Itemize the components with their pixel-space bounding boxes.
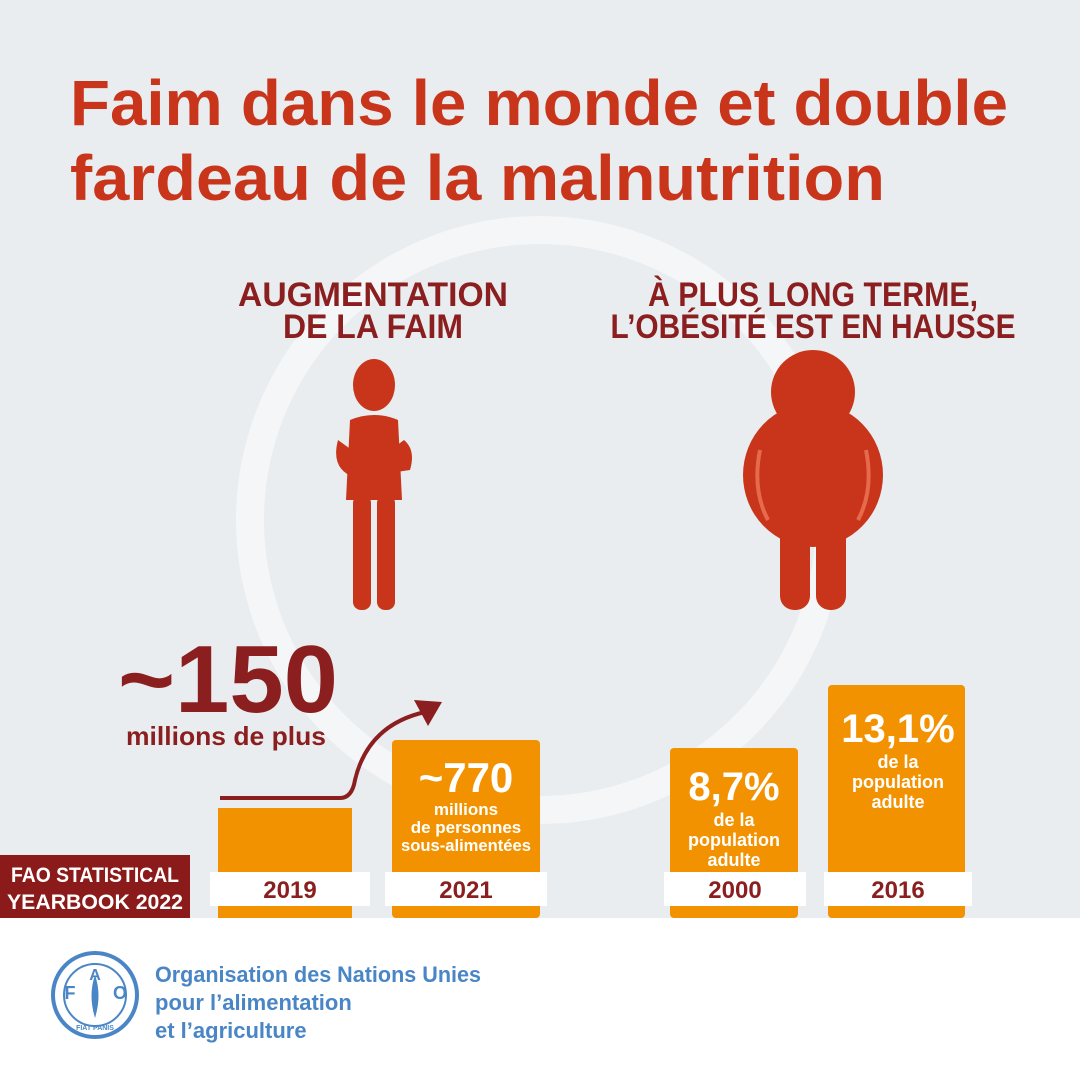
logo-letter: F [65,983,76,1003]
bar-value: 13,1% [841,707,954,751]
bar-label: population [852,772,944,792]
logo-letter: A [89,967,101,984]
heading-line: L’OBÉSITÉ EST EN HAUSSE [611,308,1016,346]
org-line: et l’agriculture [155,1018,307,1043]
fao-logo [51,951,139,1039]
heading-line: À PLUS LONG TERME, [648,276,978,314]
year-label: 2016 [871,877,924,904]
year-label: 2000 [708,877,761,904]
increase-label: millions de plus [126,721,326,751]
thin-figure [336,359,412,610]
obese-figure [743,350,883,610]
badge-line: FAO STATISTICAL [11,864,179,887]
year-box [664,872,806,906]
title-line: fardeau de la malnutrition [70,142,885,214]
heading-line: AUGMENTATION [238,276,508,314]
bar-label: population [688,830,780,850]
footer-background [0,918,1080,1080]
org-line: Organisation des Nations Unies [155,962,481,987]
increase-value: ~150 [118,626,338,733]
org-line: pour l’alimentation [155,990,352,1015]
badge [0,855,190,918]
year-label: 2019 [263,877,316,904]
bar-label: adulte [871,792,924,812]
bar-value: 8,7% [688,765,779,809]
bar-label: millions [434,800,498,819]
logo-motto: FIAT PANIS [76,1025,114,1032]
bar-label: sous-alimentées [401,836,531,855]
bar [828,685,965,918]
title-line: Faim dans le monde et double [70,67,1008,139]
bar-value: ~770 [419,754,514,801]
year-box [824,872,972,906]
heading-line: DE LA FAIM [283,308,463,346]
bar-label: de personnes [411,818,522,837]
year-boxes [210,872,972,906]
year-box [210,872,370,906]
arrow-head [414,700,442,726]
year-label: 2021 [439,877,492,904]
badge-line: YEARBOOK 2022 [7,891,183,914]
bar-label: de la [713,810,755,830]
arrow [220,710,426,800]
logo-letter: O [113,983,127,1003]
year-box [385,872,547,906]
bar-label: de la [877,752,919,772]
bar-label: adulte [707,850,760,870]
